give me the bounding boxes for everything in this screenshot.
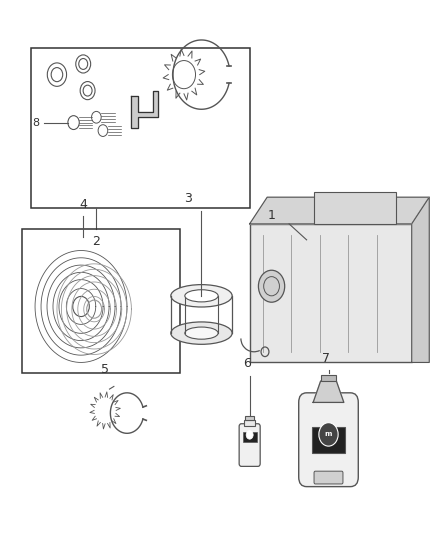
FancyBboxPatch shape [314, 471, 343, 484]
Bar [243, 432, 257, 442]
FancyBboxPatch shape [239, 424, 260, 466]
Text: m: m [325, 431, 332, 438]
Polygon shape [131, 91, 158, 128]
Text: 7: 7 [322, 352, 330, 365]
Ellipse shape [185, 327, 218, 339]
Bar [244, 420, 255, 426]
Polygon shape [412, 197, 429, 362]
Text: 4: 4 [79, 198, 87, 211]
Text: 6: 6 [244, 358, 251, 370]
Bar [22, 229, 180, 373]
Text: 2: 2 [92, 235, 100, 247]
Text: 5: 5 [101, 363, 109, 376]
Polygon shape [313, 381, 344, 402]
Bar [321, 375, 336, 381]
Circle shape [246, 431, 253, 439]
Text: 1: 1 [268, 209, 276, 222]
FancyBboxPatch shape [299, 393, 358, 487]
Bar [245, 416, 254, 420]
Bar [312, 427, 345, 453]
Circle shape [319, 423, 338, 446]
Text: 8: 8 [32, 118, 39, 127]
Text: 3: 3 [184, 192, 192, 205]
Bar [250, 224, 412, 362]
Polygon shape [250, 197, 429, 224]
Bar [31, 48, 250, 208]
Ellipse shape [171, 322, 232, 344]
Ellipse shape [171, 285, 232, 307]
Circle shape [258, 270, 285, 302]
Ellipse shape [185, 290, 218, 302]
Bar [314, 192, 396, 224]
